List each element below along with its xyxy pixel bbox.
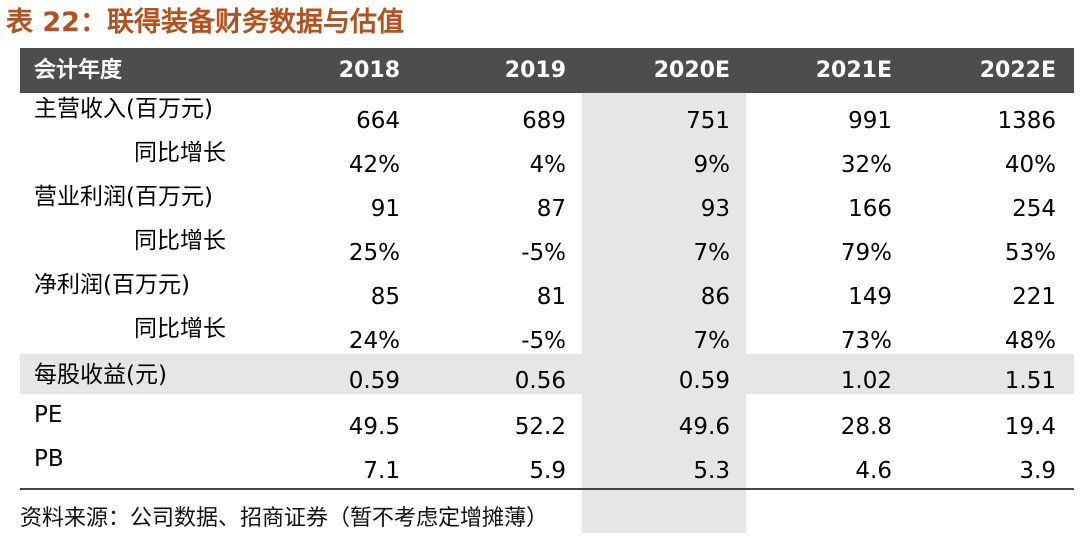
table-cell: 9% [693,152,731,178]
highlight-column-2020E [582,93,746,533]
table-cell: 93 [700,196,730,222]
table-cell: 53% [1004,240,1056,266]
table-row: 同比增长 42% 4% 9% 32% 40% [20,138,1074,182]
row-label: 同比增长 [134,140,226,166]
table-cell: -5% [521,328,566,354]
table-cell: 49.6 [678,414,730,440]
table-cell: 166 [848,196,892,222]
table-cell: 0.56 [514,368,566,394]
table-cell: 751 [686,108,730,134]
table-cell: 85 [370,284,400,310]
table-cell: 91 [370,196,400,222]
table-cell: 79% [840,240,892,266]
row-label: 主营收入(百万元) [34,96,213,122]
table-row: 净利润(百万元) 85 81 86 149 221 [20,270,1074,314]
table-cell: 19.4 [1004,414,1056,440]
table-cell: 5.3 [693,458,730,484]
source-note: 资料来源：公司数据、招商证券（暂不考虑定增摊薄） [20,506,549,531]
row-label: 同比增长 [134,228,226,254]
table-cell: 73% [840,328,892,354]
table-cell: 87 [536,196,566,222]
table-row: 营业利润(百万元) 91 87 93 166 254 [20,182,1074,226]
table-cell: 1.51 [1004,368,1056,394]
row-label: 每股收益(元) [34,362,167,388]
table-cell: 81 [536,284,566,310]
table-cell: 221 [1012,284,1056,310]
row-label: PE [34,402,63,428]
table-cell: 24% [348,328,400,354]
table-cell: 28.8 [840,414,892,440]
table-cell: 25% [348,240,400,266]
table-cell: 689 [522,108,566,134]
header-year: 2019 [504,58,566,83]
table-cell: 42% [348,152,400,178]
table-cell: 4.6 [855,458,892,484]
header-year: 2021E [815,58,892,83]
row-label: 净利润(百万元) [34,272,190,298]
table-cell: 0.59 [678,368,730,394]
table-cell: 86 [700,284,730,310]
row-label: 同比增长 [134,316,226,342]
table-cell: 49.5 [348,414,400,440]
table-cell: 7.1 [363,458,400,484]
financial-table: 会计年度 2018 2019 2020E 2021E 2022E 主营收入(百万… [20,48,1074,533]
table-cell: 1386 [997,108,1056,134]
header-year: 2020E [653,58,730,83]
highlight-row-eps [20,354,1074,394]
table-row: PB 7.1 5.9 5.3 4.6 3.9 [20,444,1074,488]
table-cell: 48% [1004,328,1056,354]
table-row: 每股收益(元) 0.59 0.56 0.59 1.02 1.51 [20,358,1074,398]
table-cell: 7% [693,240,731,266]
table-title: 表 22：联得装备财务数据与估值 [6,7,404,38]
table-cell: 1.02 [840,368,892,394]
table-cell: 4% [529,152,567,178]
row-label: 营业利润(百万元) [34,184,213,210]
table-cell: 7% [693,328,731,354]
table-row: 同比增长 25% -5% 7% 79% 53% [20,226,1074,270]
table-cell: 52.2 [514,414,566,440]
table-cell: 149 [848,284,892,310]
table-cell: 40% [1004,152,1056,178]
table-cell: 991 [848,108,892,134]
table-cell: 5.9 [529,458,566,484]
table-cell: 664 [356,108,400,134]
header-year: 2022E [979,58,1056,83]
table-header: 会计年度 2018 2019 2020E 2021E 2022E [20,48,1074,93]
table-cell: 0.59 [348,368,400,394]
header-year: 2018 [338,58,400,83]
table-cell: 3.9 [1019,458,1056,484]
header-label: 会计年度 [34,58,123,83]
row-label: PB [34,446,64,472]
table-cell: 32% [840,152,892,178]
table-cell: 254 [1012,196,1056,222]
table-bottom-rule [20,488,1074,490]
table-row: 主营收入(百万元) 664 689 751 991 1386 [20,94,1074,138]
table-row: 同比增长 24% -5% 7% 73% 48% [20,314,1074,358]
table-cell: -5% [521,240,566,266]
table-row: PE 49.5 52.2 49.6 28.8 19.4 [20,400,1074,444]
